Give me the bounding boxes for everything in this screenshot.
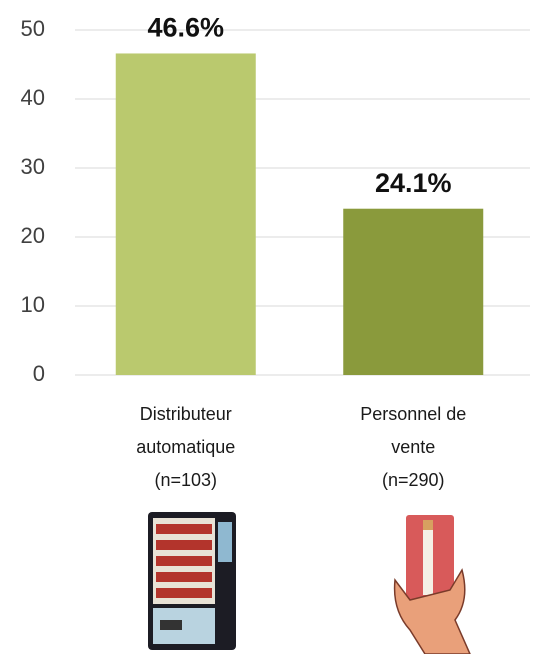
x-tick-label: automatique <box>136 437 235 457</box>
hand-pack-icon <box>393 515 471 654</box>
bar <box>343 208 484 375</box>
y-tick-label: 40 <box>21 85 45 110</box>
y-tick-label: 30 <box>21 154 45 179</box>
y-tick-label: 50 <box>21 16 45 41</box>
vending-machine-icon <box>148 512 236 650</box>
y-tick-label: 20 <box>21 223 45 248</box>
x-tick-label: (n=290) <box>382 470 445 490</box>
y-tick-label: 0 <box>33 361 45 386</box>
value-label: 46.6% <box>147 13 224 43</box>
x-tick-label: vente <box>391 437 435 457</box>
x-tick-label: Distributeur <box>140 404 232 424</box>
x-tick-label: Personnel de <box>360 404 466 424</box>
y-tick-label: 10 <box>21 292 45 317</box>
x-tick-label: (n=103) <box>154 470 217 490</box>
bar <box>115 53 256 376</box>
value-label: 24.1% <box>375 168 452 198</box>
